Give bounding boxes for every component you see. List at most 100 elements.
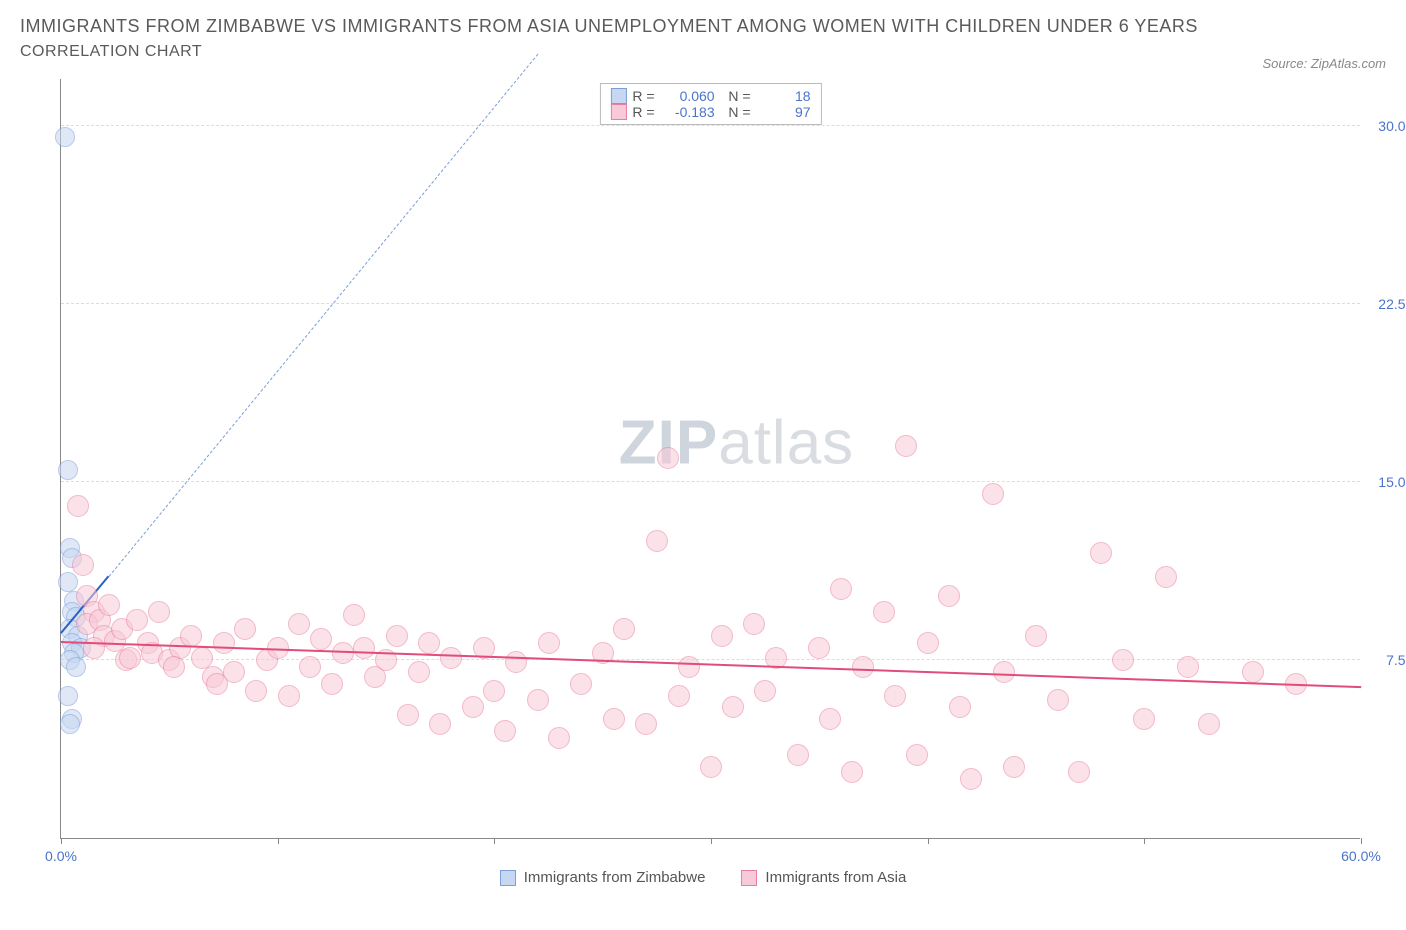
- stat-n-label: N =: [721, 88, 751, 104]
- data-point-asia: [1242, 661, 1264, 683]
- data-point-asia: [852, 656, 874, 678]
- data-point-asia: [67, 495, 89, 517]
- data-point-asia: [570, 673, 592, 695]
- data-point-asia: [884, 685, 906, 707]
- data-point-asia: [429, 713, 451, 735]
- data-point-asia: [819, 708, 841, 730]
- x-tick: [928, 838, 929, 844]
- data-point-asia: [678, 656, 700, 678]
- stats-legend: R =0.060 N =18R =-0.183 N =97: [599, 83, 821, 125]
- data-point-asia: [1155, 566, 1177, 588]
- data-point-asia: [1003, 756, 1025, 778]
- plot-area: ZIPatlas R =0.060 N =18R =-0.183 N =97 7…: [60, 79, 1360, 839]
- legend-item: Immigrants from Zimbabwe: [500, 869, 706, 886]
- data-point-asia: [494, 720, 516, 742]
- series-legend: Immigrants from Zimbabwe Immigrants from …: [20, 869, 1386, 890]
- data-point-asia: [148, 601, 170, 623]
- x-tick: [61, 838, 62, 844]
- data-point-asia: [754, 680, 776, 702]
- data-point-asia: [98, 594, 120, 616]
- stat-n-value: 18: [757, 88, 811, 104]
- watermark: ZIPatlas: [619, 408, 854, 479]
- data-point-asia: [668, 685, 690, 707]
- data-point-zimbabwe: [66, 657, 86, 677]
- y-tick-label: 30.0%: [1368, 118, 1406, 134]
- data-point-asia: [635, 713, 657, 735]
- y-tick-label: 7.5%: [1368, 652, 1406, 668]
- data-point-asia: [278, 685, 300, 707]
- data-point-asia: [288, 613, 310, 635]
- stat-r-value: -0.183: [661, 104, 715, 120]
- gridline: [61, 481, 1360, 482]
- title-block: IMMIGRANTS FROM ZIMBABWE VS IMMIGRANTS F…: [20, 16, 1198, 71]
- chart-title-line1: IMMIGRANTS FROM ZIMBABWE VS IMMIGRANTS F…: [20, 16, 1198, 37]
- chart-title-line2: CORRELATION CHART: [20, 43, 1198, 61]
- data-point-asia: [873, 601, 895, 623]
- data-point-asia: [72, 554, 94, 576]
- data-point-asia: [245, 680, 267, 702]
- chart-container: Unemployment Among Women with Children U…: [20, 79, 1386, 890]
- data-point-asia: [917, 632, 939, 654]
- data-point-asia: [310, 628, 332, 650]
- x-tick: [494, 838, 495, 844]
- data-point-asia: [213, 632, 235, 654]
- data-point-asia: [1112, 649, 1134, 671]
- data-point-asia: [1090, 542, 1112, 564]
- data-point-asia: [982, 483, 1004, 505]
- data-point-asia: [234, 618, 256, 640]
- data-point-asia: [841, 761, 863, 783]
- data-point-asia: [538, 632, 560, 654]
- data-point-asia: [418, 632, 440, 654]
- data-point-asia: [993, 661, 1015, 683]
- data-point-asia: [646, 530, 668, 552]
- stats-row-zimbabwe: R =0.060 N =18: [610, 88, 810, 104]
- x-tick-label: 0.0%: [45, 848, 77, 864]
- legend-label: Immigrants from Zimbabwe: [524, 869, 706, 886]
- data-point-asia: [613, 618, 635, 640]
- data-point-asia: [657, 447, 679, 469]
- data-point-asia: [397, 704, 419, 726]
- data-point-asia: [321, 673, 343, 695]
- x-tick: [278, 838, 279, 844]
- data-point-asia: [505, 651, 527, 673]
- data-point-asia: [743, 613, 765, 635]
- gridline: [61, 303, 1360, 304]
- x-tick: [1144, 838, 1145, 844]
- data-point-asia: [1047, 689, 1069, 711]
- data-point-asia: [353, 637, 375, 659]
- data-point-asia: [462, 696, 484, 718]
- header: IMMIGRANTS FROM ZIMBABWE VS IMMIGRANTS F…: [20, 16, 1386, 71]
- data-point-asia: [830, 578, 852, 600]
- data-point-asia: [960, 768, 982, 790]
- data-point-asia: [1025, 625, 1047, 647]
- data-point-asia: [711, 625, 733, 647]
- data-point-asia: [83, 637, 105, 659]
- data-point-zimbabwe: [60, 714, 80, 734]
- data-point-zimbabwe: [58, 572, 78, 592]
- stat-n-value: 97: [757, 104, 811, 120]
- data-point-asia: [527, 689, 549, 711]
- swatch-icon: [500, 870, 516, 886]
- stat-r-label: R =: [632, 104, 654, 120]
- legend-item: Immigrants from Asia: [741, 869, 906, 886]
- data-point-asia: [906, 744, 928, 766]
- data-point-asia: [1133, 708, 1155, 730]
- watermark-rest: atlas: [718, 409, 854, 478]
- x-tick-label: 60.0%: [1341, 848, 1381, 864]
- source-label: Source: ZipAtlas.com: [1262, 56, 1386, 71]
- data-point-asia: [180, 625, 202, 647]
- swatch-icon: [741, 870, 757, 886]
- data-point-asia: [163, 656, 185, 678]
- data-point-asia: [223, 661, 245, 683]
- data-point-asia: [343, 604, 365, 626]
- swatch-icon: [610, 88, 626, 104]
- legend-label: Immigrants from Asia: [765, 869, 906, 886]
- gridline: [61, 125, 1360, 126]
- data-point-asia: [386, 625, 408, 647]
- data-point-asia: [949, 696, 971, 718]
- data-point-asia: [808, 637, 830, 659]
- data-point-asia: [440, 647, 462, 669]
- data-point-zimbabwe: [55, 127, 75, 147]
- data-point-asia: [408, 661, 430, 683]
- swatch-icon: [610, 104, 626, 120]
